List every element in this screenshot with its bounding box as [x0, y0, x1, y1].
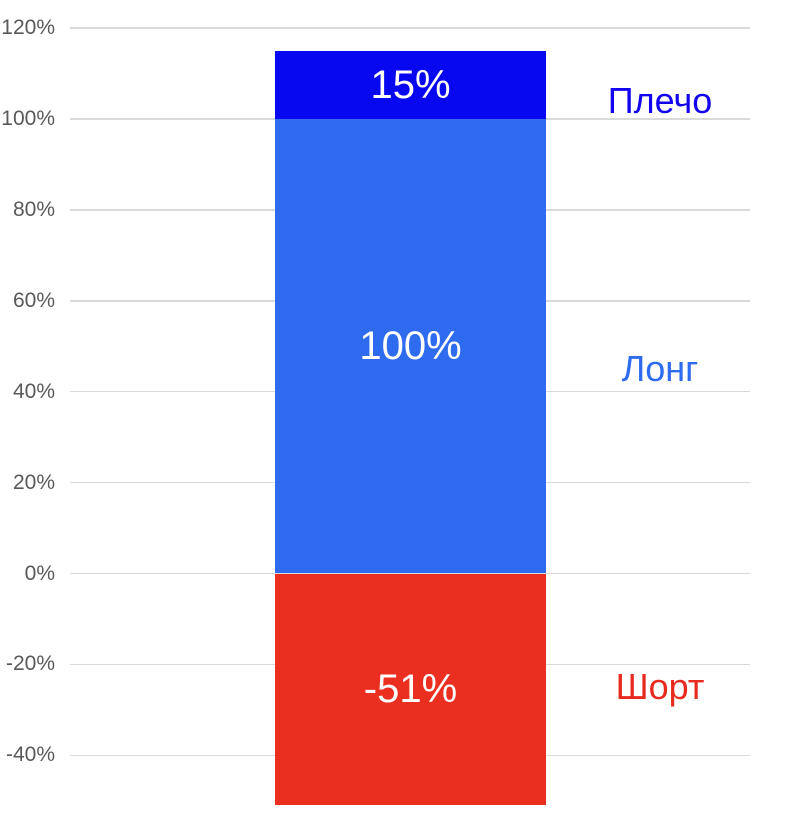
- gridline-120%: [70, 27, 750, 29]
- category-label-long: Лонг: [621, 347, 699, 389]
- category-label-plecho: Плечо: [607, 79, 713, 121]
- bar-value-label-short: -51%: [363, 667, 458, 712]
- y-axis-tick-label-60%: 60%: [12, 288, 55, 312]
- bar-value-label-plecho: 15%: [370, 62, 451, 107]
- y-axis-tick-label-40%: 40%: [12, 379, 55, 403]
- bar-segment-short: -51%: [275, 573, 546, 806]
- bar-value-label-long: 100%: [359, 324, 462, 369]
- y-axis-tick-label-20%: 20%: [12, 470, 55, 494]
- bar-segment-plecho: 15%: [275, 50, 546, 119]
- bar-segment-long: 100%: [275, 118, 546, 574]
- y-axis-tick-label-120%: 120%: [1, 16, 55, 40]
- y-axis-tick-label-100%: 100%: [1, 106, 55, 130]
- y-axis-tick-label-80%: 80%: [12, 197, 55, 221]
- y-axis-tick-label--40%: -40%: [5, 743, 55, 767]
- y-axis-tick-label-0%: 0%: [24, 561, 55, 585]
- y-axis-tick-label--20%: -20%: [5, 652, 55, 676]
- category-label-short: Шорт: [615, 666, 705, 708]
